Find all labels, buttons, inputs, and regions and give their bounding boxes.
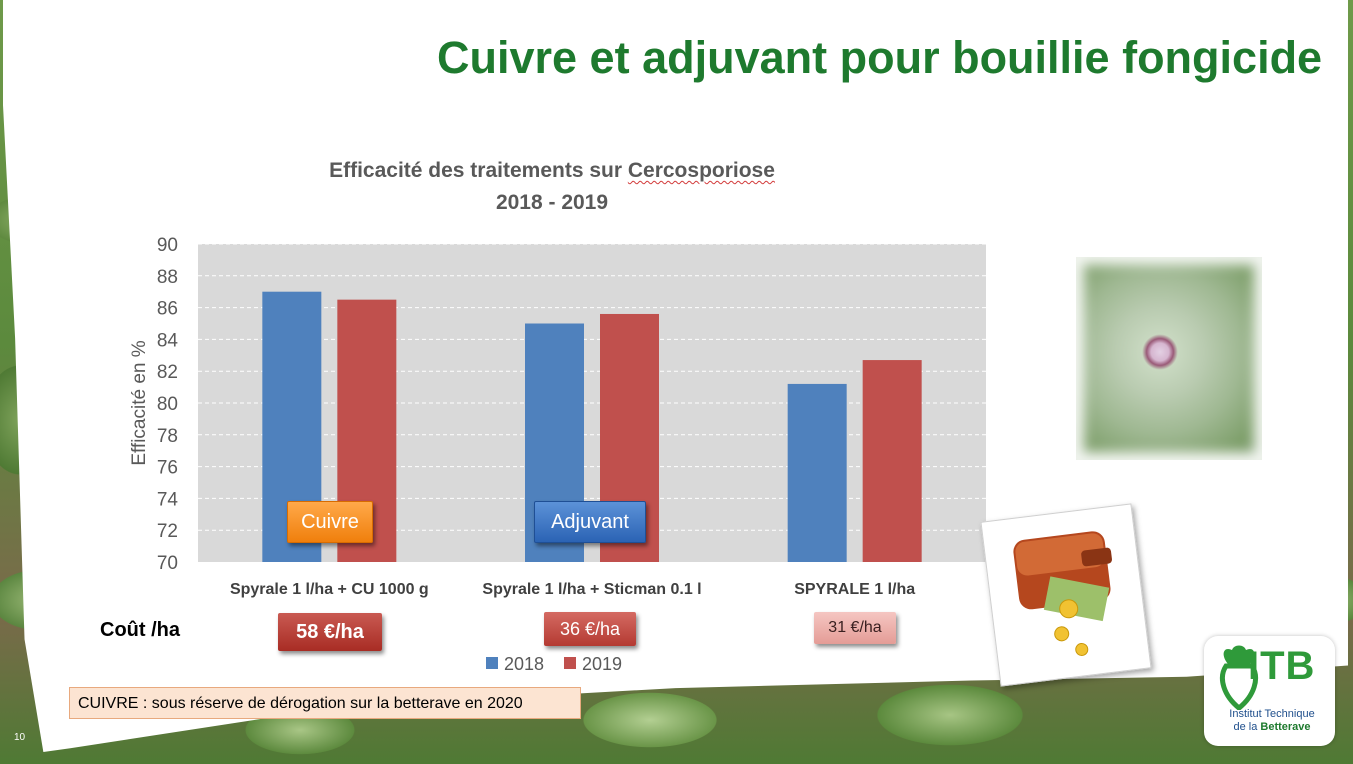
y-tick-label: 80 — [157, 394, 178, 415]
itb-logo: ITB Institut Technique de la Betterave — [1204, 636, 1335, 746]
x-category-label: SPYRALE 1 l/ha — [794, 581, 915, 598]
chart-title-prefix: Efficacité des traitements sur — [329, 159, 628, 182]
legend-label-2019: 2019 — [582, 654, 622, 674]
y-tick-label: 70 — [157, 553, 178, 574]
legend-label-2018: 2018 — [504, 654, 544, 674]
itb-subtitle: Institut Technique de la Betterave — [1214, 708, 1330, 734]
beet-icon — [1220, 645, 1258, 710]
y-tick-label: 90 — [157, 235, 178, 256]
y-tick-label: 86 — [157, 299, 178, 320]
y-tick-label: 78 — [157, 426, 178, 447]
itb-subtitle-line2b: Betterave — [1260, 721, 1311, 733]
cuivre-tag: Cuivre — [287, 501, 373, 543]
chart-title: Efficacité des traitements sur Cercospor… — [252, 155, 852, 219]
x-category-label: Spyrale 1 l/ha + Sticman 0.1 l — [482, 581, 701, 598]
cost-badge-cuivre: 58 €/ha — [278, 613, 382, 651]
itb-letters: ITB — [1248, 644, 1316, 688]
bar-2018 — [787, 383, 847, 562]
cost-badge-adjuvant: 36 €/ha — [544, 612, 636, 646]
wallet-icon — [1013, 531, 1113, 656]
y-tick-label: 74 — [157, 489, 179, 510]
y-tick-label: 84 — [157, 330, 179, 351]
legend-swatch-2018 — [486, 657, 498, 669]
slide-title: Cuivre et adjuvant pour bouillie fongici… — [437, 32, 1323, 83]
chart-title-years: 2018 - 2019 — [495, 191, 609, 214]
itb-subtitle-line2a: de la — [1233, 721, 1258, 733]
cuivre-note: CUIVRE : sous réserve de dérogation sur … — [69, 687, 581, 719]
adjuvant-tag: Adjuvant — [534, 501, 646, 543]
cercospora-leaf-image — [1076, 257, 1262, 460]
y-tick-label: 72 — [157, 521, 178, 542]
page-number: 10 — [14, 732, 26, 743]
cost-label: Coût /ha — [100, 619, 180, 641]
x-category-label: Spyrale 1 l/ha + CU 1000 g — [230, 581, 429, 598]
y-tick-label: 82 — [157, 362, 178, 383]
y-axis-label: Efficacité en % — [129, 340, 150, 465]
chart-title-word: Cercosporiose — [627, 159, 775, 182]
legend-swatch-2019 — [564, 657, 576, 669]
y-tick-label: 88 — [157, 267, 178, 288]
itb-subtitle-line1: Institut Technique — [1229, 708, 1315, 720]
wallet-image — [980, 503, 1152, 687]
y-tick-label: 76 — [157, 458, 178, 479]
cost-badge-spyrale: 31 €/ha — [814, 612, 896, 644]
bar-2019 — [862, 360, 922, 562]
